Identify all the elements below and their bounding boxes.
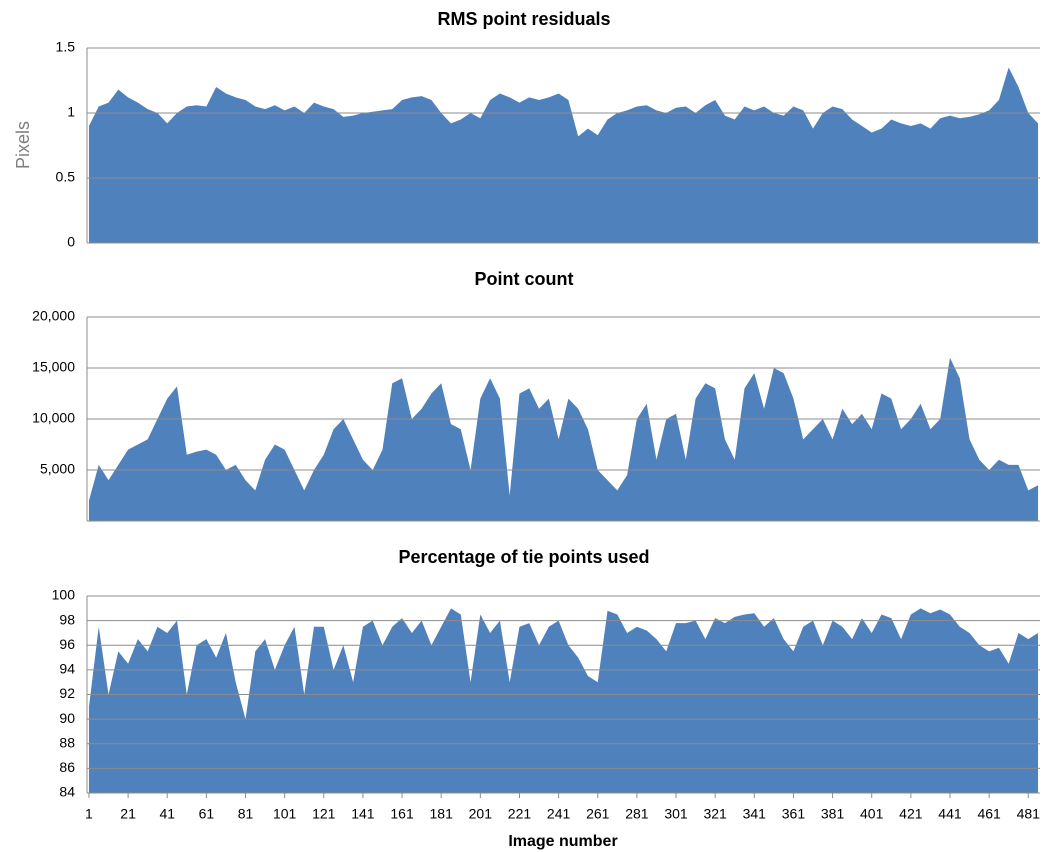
area: [88, 357, 1039, 521]
x-tick-label: 181: [430, 806, 454, 822]
x-tick-label: 121: [312, 806, 336, 822]
x-tick-label: 281: [625, 806, 649, 822]
x-tick-label: 481: [1017, 806, 1041, 822]
y-tick-label: 92: [59, 685, 75, 701]
x-tick-label: 141: [351, 806, 375, 822]
y-tick-label: 10,000: [32, 410, 75, 426]
y-tick-label: 96: [59, 636, 75, 652]
chart-title: RMS point residuals: [437, 9, 610, 29]
x-tick-label: 421: [899, 806, 923, 822]
y-tick-label: 0: [67, 234, 75, 250]
x-tick-label: 101: [273, 806, 297, 822]
y-tick-label: 90: [59, 710, 75, 726]
y-tick-label: 20,000: [32, 308, 75, 324]
x-tick-label: 41: [159, 806, 175, 822]
x-tick-label: 61: [199, 806, 215, 822]
area: [88, 67, 1039, 243]
area: [88, 608, 1039, 793]
y-tick-label: 1: [67, 104, 75, 120]
x-tick-label: 441: [938, 806, 962, 822]
y-tick-label: 15,000: [32, 359, 75, 375]
x-tick-label: 161: [390, 806, 414, 822]
chart-title: Point count: [475, 269, 574, 289]
x-tick-label: 1: [85, 806, 93, 822]
x-tick-label: 381: [821, 806, 845, 822]
x-tick-label: 241: [547, 806, 571, 822]
x-tick-label: 221: [508, 806, 532, 822]
x-tick-label: 341: [743, 806, 767, 822]
x-tick-label: 321: [703, 806, 727, 822]
y-tick-label: 0.5: [56, 169, 76, 185]
x-tick-label: 301: [664, 806, 688, 822]
x-tick-label: 201: [469, 806, 493, 822]
y-tick-label: 5,000: [40, 461, 75, 477]
x-tick-label: 21: [120, 806, 136, 822]
y-tick-label: 98: [59, 611, 75, 627]
y-tick-label: 84: [59, 784, 75, 800]
y-tick-label: 88: [59, 734, 75, 750]
x-axis-label: Image number: [508, 833, 617, 850]
x-tick-label: 461: [977, 806, 1001, 822]
chart-title: Percentage of tie points used: [398, 547, 649, 567]
x-tick-label: 81: [238, 806, 254, 822]
y-tick-label: 94: [59, 661, 75, 677]
y-axis-label: Pixels: [13, 121, 33, 169]
y-tick-label: 86: [59, 759, 75, 775]
x-tick-label: 401: [860, 806, 884, 822]
x-tick-label: 261: [586, 806, 610, 822]
x-tick-label: 361: [782, 806, 806, 822]
y-tick-label: 100: [52, 587, 76, 603]
y-tick-label: 1.5: [56, 39, 76, 55]
